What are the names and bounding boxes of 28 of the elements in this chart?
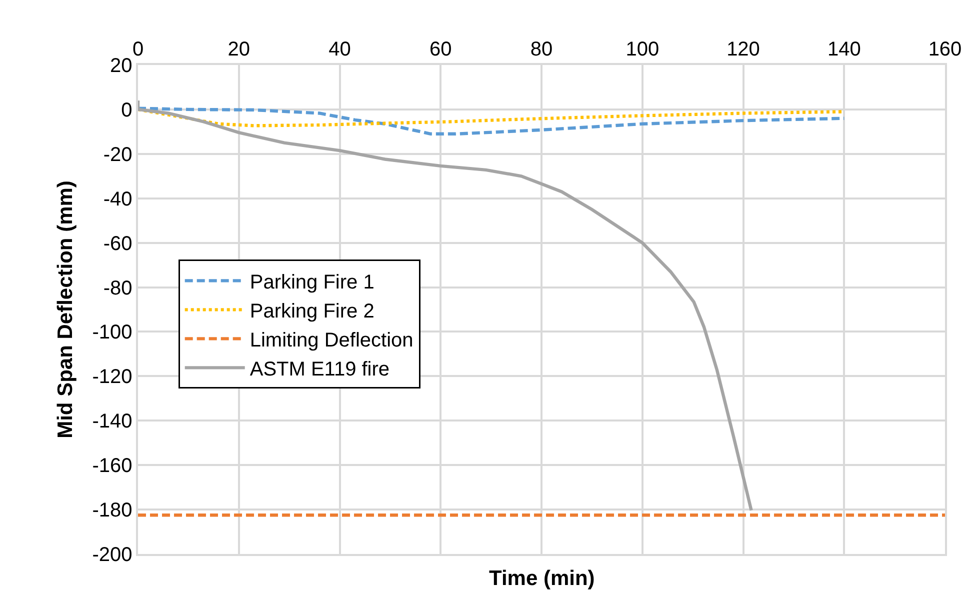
x-tick-label: 40 [328, 38, 351, 60]
line-series [138, 106, 846, 136]
y-tick-label: -180 [92, 500, 132, 522]
y-tick-label: 0 [121, 99, 132, 122]
y-tick-label: -60 [103, 232, 132, 255]
line-series [138, 98, 753, 512]
y-tick-label: -140 [92, 410, 132, 433]
y-tick-label: -20 [103, 144, 132, 166]
y-tick-label: -80 [103, 277, 132, 300]
x-tick-label: 20 [228, 38, 250, 60]
x-tick-label: 140 [827, 38, 861, 60]
x-tick-label: 60 [430, 38, 452, 60]
legend-label: ASTM E119 fire [250, 358, 390, 380]
x-axis-title: Time (min) [489, 567, 595, 590]
y-tick-label: -200 [92, 544, 132, 566]
legend-label: Parking Fire 1 [250, 271, 374, 294]
x-tick-label: 80 [530, 38, 553, 60]
y-tick-label: -120 [92, 366, 132, 388]
y-tick-label: 20 [110, 55, 132, 77]
y-tick-label: -100 [92, 322, 132, 344]
y-tick-label: -40 [103, 188, 132, 210]
x-tick-label: 120 [726, 38, 760, 60]
x-tick-label: 160 [928, 38, 962, 60]
legend-label: Parking Fire 2 [250, 300, 374, 322]
x-tick-label: 100 [626, 38, 660, 60]
y-tick-label: -160 [92, 455, 132, 478]
y-axis-title: Mid Span Deflection (mm) [54, 180, 77, 438]
legend-label: Limiting Deflection [250, 329, 414, 352]
